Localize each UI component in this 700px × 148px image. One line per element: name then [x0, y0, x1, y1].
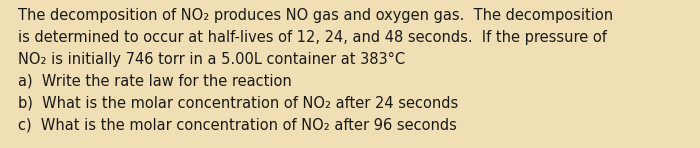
Text: NO₂ is initially 746 torr in a 5.00L container at 383°C: NO₂ is initially 746 torr in a 5.00L con…	[18, 52, 405, 67]
Text: The decomposition of NO₂ produces NO gas and oxygen gas.  The decomposition: The decomposition of NO₂ produces NO gas…	[18, 8, 613, 23]
Text: c)  What is the molar concentration of NO₂ after 96 seconds: c) What is the molar concentration of NO…	[18, 118, 457, 133]
Text: is determined to occur at half-lives of 12, 24, and 48 seconds.  If the pressure: is determined to occur at half-lives of …	[18, 30, 607, 45]
Text: b)  What is the molar concentration of NO₂ after 24 seconds: b) What is the molar concentration of NO…	[18, 96, 458, 111]
Text: a)  Write the rate law for the reaction: a) Write the rate law for the reaction	[18, 74, 292, 89]
